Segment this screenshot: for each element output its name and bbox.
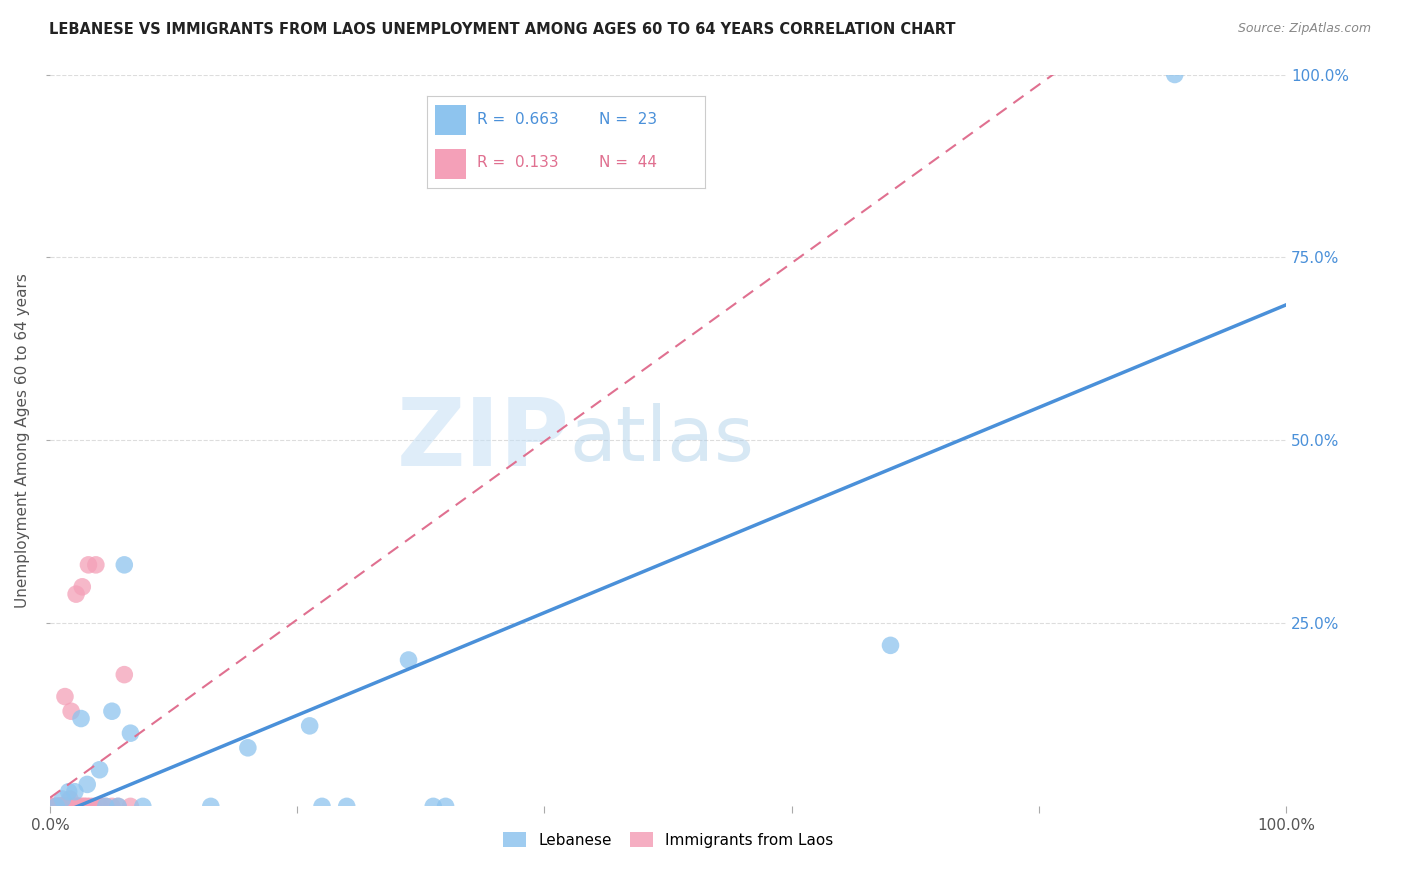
- Point: [422, 799, 444, 814]
- Point: [63, 799, 86, 814]
- Point: [398, 653, 420, 667]
- Text: ZIP: ZIP: [396, 394, 569, 486]
- Point: [63, 785, 86, 799]
- Point: [236, 740, 259, 755]
- Point: [91, 799, 114, 814]
- Point: [132, 799, 155, 814]
- Point: [51, 799, 73, 814]
- Point: [46, 799, 69, 814]
- Point: [879, 638, 901, 652]
- Point: [62, 799, 84, 814]
- Point: [69, 799, 91, 814]
- Point: [49, 799, 72, 814]
- Point: [51, 792, 73, 806]
- Point: [60, 799, 83, 814]
- Point: [311, 799, 333, 814]
- Point: [72, 580, 94, 594]
- Point: [41, 799, 63, 814]
- Point: [112, 667, 135, 681]
- Point: [70, 712, 93, 726]
- Point: [42, 799, 65, 814]
- Point: [76, 799, 98, 814]
- Point: [56, 799, 79, 814]
- Point: [107, 799, 129, 814]
- Point: [77, 558, 100, 572]
- Legend: Lebanese, Immigrants from Laos: Lebanese, Immigrants from Laos: [496, 825, 839, 854]
- Point: [94, 799, 117, 814]
- Point: [45, 799, 67, 814]
- Point: [73, 799, 96, 814]
- Text: atlas: atlas: [569, 403, 754, 477]
- Point: [48, 799, 70, 814]
- Point: [51, 799, 73, 814]
- Point: [66, 799, 89, 814]
- Point: [67, 799, 90, 814]
- Point: [53, 690, 76, 704]
- Point: [120, 799, 142, 814]
- Point: [84, 558, 107, 572]
- Point: [65, 587, 87, 601]
- Point: [55, 799, 77, 814]
- Point: [76, 777, 98, 791]
- Point: [51, 799, 73, 814]
- Point: [101, 799, 124, 814]
- Point: [59, 792, 82, 806]
- Point: [53, 799, 76, 814]
- Point: [49, 799, 72, 814]
- Point: [45, 799, 67, 814]
- Point: [94, 799, 117, 814]
- Point: [52, 799, 75, 814]
- Point: [70, 799, 93, 814]
- Point: [89, 763, 111, 777]
- Point: [60, 704, 83, 718]
- Point: [51, 799, 73, 814]
- Point: [58, 785, 80, 799]
- Point: [120, 726, 142, 740]
- Point: [298, 719, 321, 733]
- Point: [1164, 68, 1187, 82]
- Point: [107, 799, 129, 814]
- Text: LEBANESE VS IMMIGRANTS FROM LAOS UNEMPLOYMENT AMONG AGES 60 TO 64 YEARS CORRELAT: LEBANESE VS IMMIGRANTS FROM LAOS UNEMPLO…: [49, 22, 956, 37]
- Point: [89, 799, 111, 814]
- Point: [101, 704, 124, 718]
- Y-axis label: Unemployment Among Ages 60 to 64 years: Unemployment Among Ages 60 to 64 years: [15, 273, 30, 607]
- Point: [58, 799, 80, 814]
- Point: [112, 558, 135, 572]
- Point: [434, 799, 457, 814]
- Point: [336, 799, 359, 814]
- Point: [82, 799, 104, 814]
- Text: Source: ZipAtlas.com: Source: ZipAtlas.com: [1237, 22, 1371, 36]
- Point: [72, 799, 94, 814]
- Point: [79, 799, 101, 814]
- Point: [200, 799, 222, 814]
- Point: [48, 799, 70, 814]
- Point: [55, 799, 77, 814]
